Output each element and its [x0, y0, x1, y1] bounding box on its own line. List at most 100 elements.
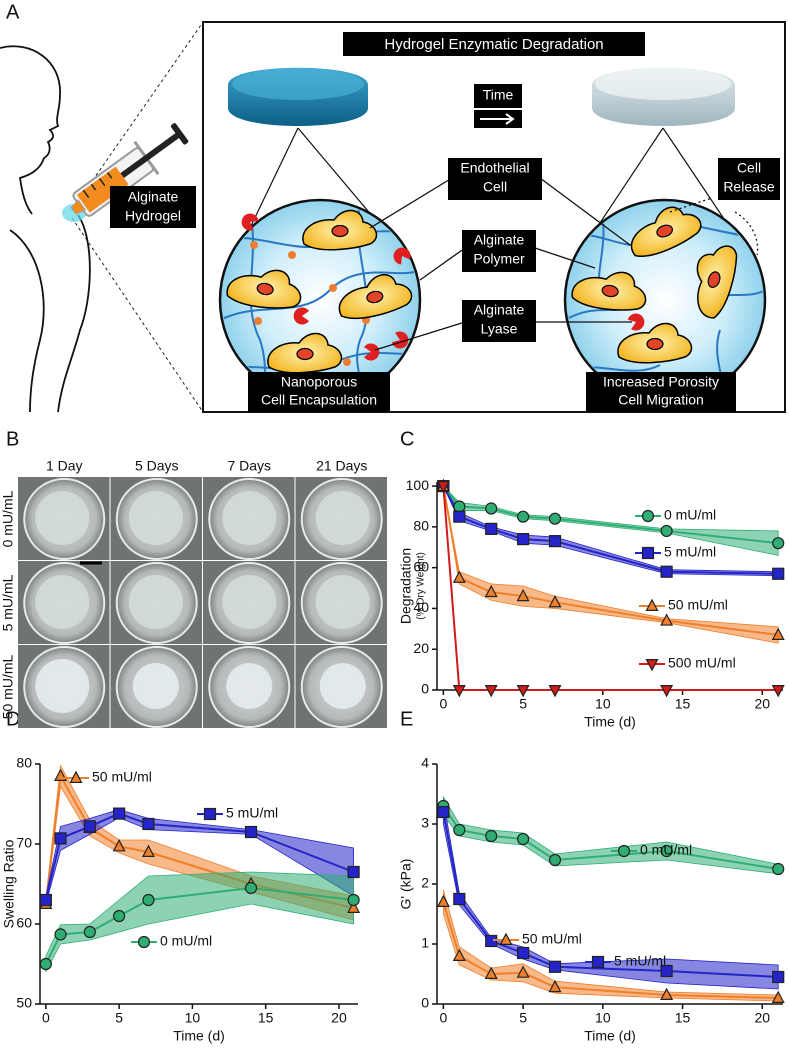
x-tick-label: 10 — [595, 696, 611, 712]
marker — [453, 892, 466, 906]
x-tick-label: 0 — [439, 1010, 447, 1026]
right-caption: Increased Porosity — [603, 374, 719, 390]
panel-letter: A — [6, 1, 20, 23]
panel-letter: E — [400, 708, 413, 730]
x-tick-label: 5 — [519, 696, 527, 712]
x-tick-label: 10 — [595, 1010, 611, 1026]
y-tick-label: 100 — [406, 477, 430, 493]
row-label: 50 mU/mL — [0, 655, 16, 720]
marker — [771, 684, 785, 698]
x-tick-label: 5 — [519, 1010, 527, 1026]
marker — [347, 893, 360, 907]
hydrogel — [315, 491, 370, 545]
y-axis-sublabel: (% Dry Weight) — [416, 552, 427, 620]
x-axis-label: Time (d) — [584, 1028, 636, 1044]
x-tick-label: 20 — [754, 696, 770, 712]
marker — [244, 825, 258, 839]
marker — [548, 853, 562, 867]
marker — [516, 684, 530, 698]
x-tick-label: 15 — [675, 696, 691, 712]
syringe — [70, 123, 189, 217]
x-axis-label: Time (d) — [584, 714, 636, 730]
release-label: Cell — [737, 160, 761, 176]
x-tick-label: 20 — [331, 1010, 347, 1026]
hydrogel — [222, 575, 277, 629]
time-arrow — [480, 113, 515, 125]
marker — [203, 807, 217, 821]
marker — [660, 844, 673, 858]
legend-label: 5 mU/ml — [226, 805, 278, 821]
chart: 0 20 40 60 80 100 0 5 10 15 20 Time (d) Degradation(… — [398, 477, 785, 730]
y-tick-label: 3 — [421, 815, 429, 831]
marker — [660, 565, 673, 578]
legend-label: 500 mU/ml — [668, 655, 736, 671]
marker — [617, 844, 631, 858]
hydrogel — [128, 491, 183, 545]
marker — [484, 966, 498, 980]
y-tick-label: 2 — [421, 875, 429, 891]
y-tick-label: 40 — [413, 599, 429, 615]
marker — [142, 893, 155, 907]
marker — [484, 684, 498, 698]
error-band — [45, 871, 355, 973]
marker — [772, 567, 785, 580]
migration-path — [669, 197, 759, 256]
y-tick-label: 50 — [16, 995, 32, 1011]
legend-label: 0 mU/ml — [664, 507, 716, 523]
marker — [142, 817, 155, 831]
marker — [436, 481, 450, 494]
marker — [641, 509, 655, 523]
marker — [244, 881, 258, 895]
y-tick-label: 0 — [421, 681, 429, 697]
marker — [548, 960, 562, 973]
time-box — [474, 84, 522, 108]
polymer-label: Polymer — [473, 251, 525, 267]
endothelial-label: Endothelial — [460, 160, 529, 176]
panel-letter: C — [400, 428, 414, 450]
legend-label: 0 mU/ml — [160, 933, 212, 949]
marker — [548, 535, 562, 548]
error-band — [442, 799, 779, 990]
marker — [54, 832, 67, 845]
marker — [517, 510, 530, 523]
diagram-frame — [202, 21, 786, 413]
x-tick-label: 0 — [42, 1010, 50, 1026]
lyase-label: Lyase — [481, 321, 518, 337]
x-tick-label: 15 — [675, 1010, 691, 1026]
error-band — [443, 485, 779, 556]
marker — [484, 584, 498, 598]
marker — [485, 522, 498, 536]
hydrogel — [222, 491, 277, 545]
marker — [39, 957, 52, 971]
y-tick-label: 60 — [413, 558, 429, 574]
marker — [453, 510, 466, 523]
chart: 0 1 2 3 4 0 5 10 15 20 Time (d) G' (kPa) 0 mU/ml 5 mU… — [398, 755, 785, 1044]
photo-grid: 1 Day 5 Days 7 Days 21 Days 0 mU/mL 5 mU/mL 50… — [0, 458, 387, 728]
column-label: 7 Days — [227, 458, 271, 474]
x-tick-label: 20 — [754, 1010, 770, 1026]
legend-label: 5 mU/ml — [664, 544, 716, 560]
marker — [771, 990, 785, 1004]
legend-label: 50 mU/ml — [522, 931, 582, 947]
y-axis-label: G' (kPa) — [398, 859, 414, 910]
y-tick-label: 80 — [16, 755, 32, 771]
marker — [137, 935, 151, 949]
y-axis-label: Degradation — [398, 548, 414, 624]
marker — [548, 512, 562, 525]
marker — [660, 684, 674, 698]
marker — [517, 832, 530, 846]
marker — [660, 524, 673, 538]
diagram-title: Hydrogel Enzymatic Degradation — [384, 36, 603, 53]
marker — [517, 946, 530, 960]
x-tick-label: 0 — [439, 696, 447, 712]
marker — [772, 862, 785, 876]
column-label: 21 Days — [316, 458, 367, 474]
marker — [499, 932, 513, 946]
injection-label: Hydrogel — [125, 208, 181, 224]
hydrogel — [315, 575, 370, 629]
marker — [548, 979, 562, 993]
release-label: Release — [723, 179, 775, 195]
right-caption: Cell Migration — [618, 392, 704, 408]
